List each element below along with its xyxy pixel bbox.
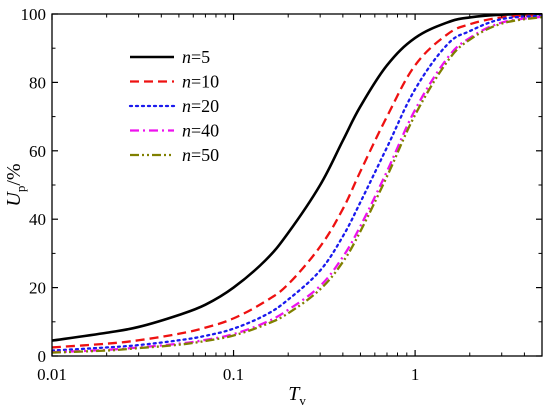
legend: n=5n=10n=20n=40n=50 bbox=[128, 47, 219, 165]
legend-label-italic: n bbox=[182, 72, 191, 92]
y-axis-title-suffix: /% bbox=[3, 163, 25, 185]
y-axis-title-subscript: p bbox=[13, 186, 28, 193]
series-line-5 bbox=[52, 15, 542, 354]
series-line-1 bbox=[52, 13, 542, 342]
y-tick-label: 60 bbox=[29, 142, 46, 161]
y-tick-label: 40 bbox=[29, 210, 46, 229]
legend-label-3: n=20 bbox=[182, 96, 219, 116]
x-tick-label: 1 bbox=[411, 365, 420, 384]
legend-label-rest: =20 bbox=[191, 96, 219, 116]
y-tick-label: 80 bbox=[29, 73, 46, 92]
legend-label-rest: =40 bbox=[191, 121, 219, 141]
y-axis-title: Up/% bbox=[3, 163, 28, 206]
legend-label-italic: n bbox=[182, 96, 191, 116]
legend-label-rest: =10 bbox=[191, 72, 219, 92]
y-tick-label: 100 bbox=[21, 5, 47, 24]
legend-label-italic: n bbox=[182, 145, 191, 165]
y-axis-title-main: U bbox=[3, 191, 25, 207]
x-tick-label: 0.1 bbox=[223, 365, 244, 384]
series-layer bbox=[52, 13, 542, 354]
x-axis-title-subscript: v bbox=[299, 393, 306, 408]
series-line-3 bbox=[52, 14, 542, 352]
legend-label-4: n=40 bbox=[182, 121, 219, 141]
legend-label-italic: n bbox=[182, 121, 191, 141]
legend-label-5: n=50 bbox=[182, 145, 219, 165]
y-tick-label: 0 bbox=[38, 347, 47, 366]
y-tick-label: 20 bbox=[29, 279, 46, 298]
series-line-2 bbox=[52, 13, 542, 349]
legend-label-rest: =5 bbox=[191, 47, 210, 67]
legend-label-1: n=5 bbox=[182, 47, 210, 67]
axes-layer: 0 20 40 60 80 100 0.01 0.1 1 bbox=[21, 5, 543, 384]
legend-label-rest: =50 bbox=[191, 145, 219, 165]
series-line-4 bbox=[52, 15, 542, 354]
legend-label-2: n=10 bbox=[182, 72, 219, 92]
x-tick-label: 0.01 bbox=[37, 365, 67, 384]
x-axis-title: Tv bbox=[288, 383, 306, 408]
x-axis-title-main: T bbox=[288, 383, 301, 405]
legend-label-italic: n bbox=[182, 47, 191, 67]
